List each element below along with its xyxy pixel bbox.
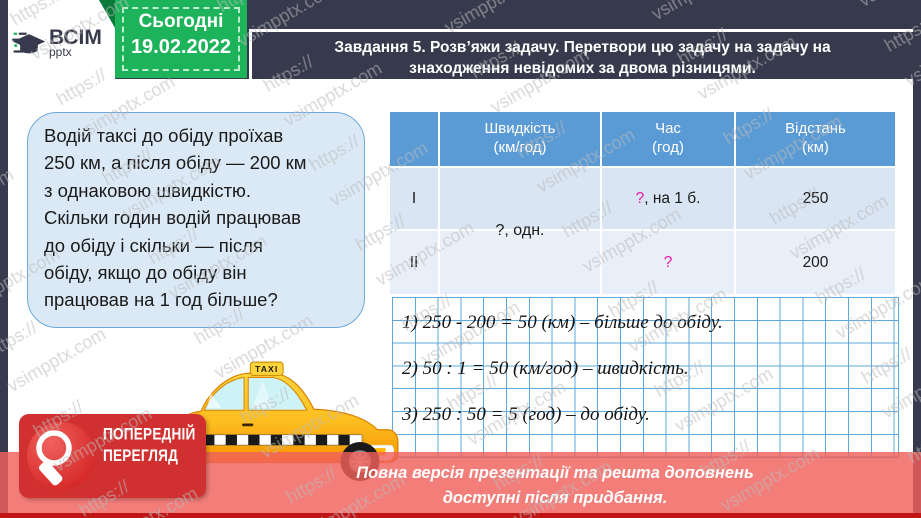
svg-text:TAXI: TAXI	[255, 364, 278, 374]
